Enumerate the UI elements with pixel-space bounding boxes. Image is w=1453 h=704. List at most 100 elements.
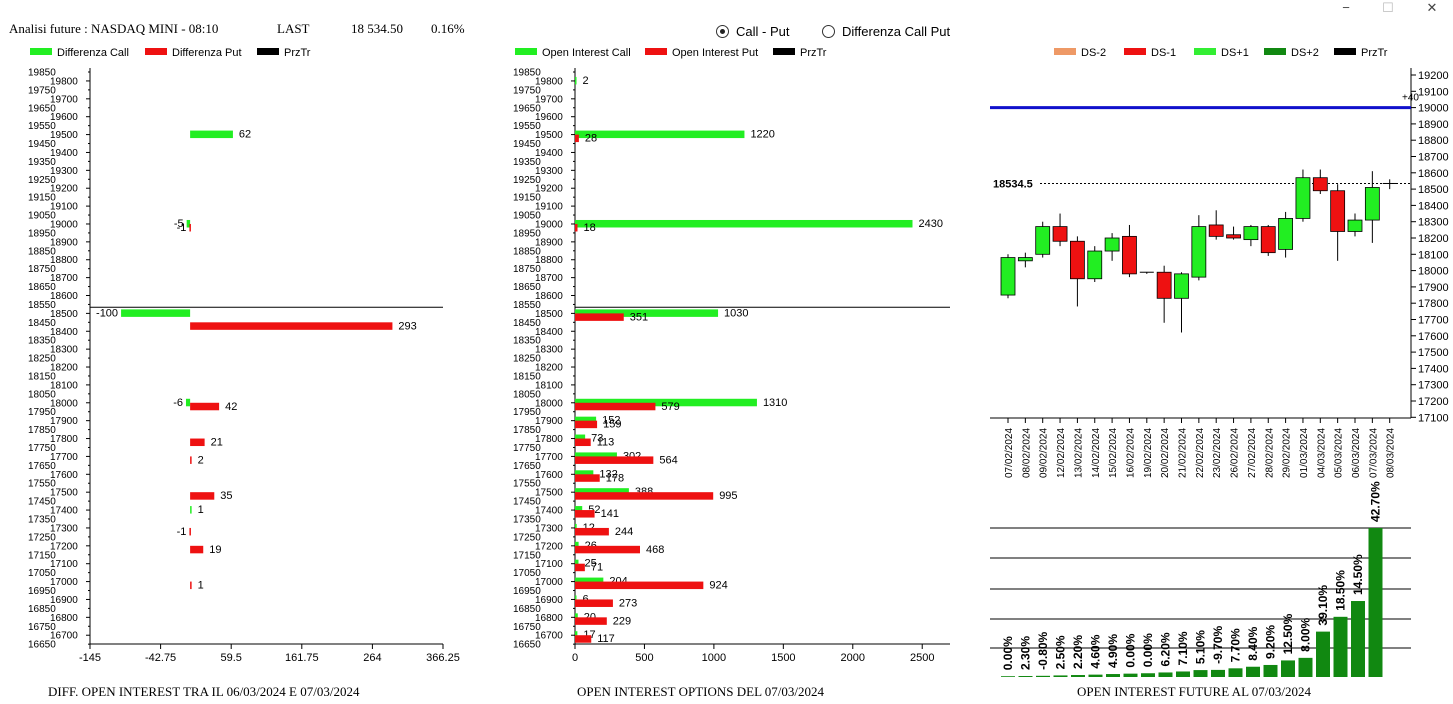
bar-label-call-19800: 2 xyxy=(583,75,589,87)
y-tick-label-diff: 17900 xyxy=(50,416,78,427)
level-label: +40 xyxy=(1402,93,1419,104)
bar-call-19800 xyxy=(575,76,577,85)
legend-swatch-prztr xyxy=(1334,48,1356,55)
future-bar-label-20: 14.50% xyxy=(1351,554,1365,595)
y-tick-label-oi: 17050 xyxy=(513,568,541,579)
candle-date-label-15: 28/02/2024 xyxy=(1264,428,1275,478)
y-tick-label-diff: 16650 xyxy=(28,640,56,651)
candle-body-19 xyxy=(1330,190,1346,232)
candle-body-10 xyxy=(1174,273,1189,299)
candle-y-tick-label: 17100 xyxy=(1418,412,1449,424)
y-tick-label-diff: 19250 xyxy=(28,175,56,186)
y-tick-label-oi: 16950 xyxy=(513,586,541,597)
legend-swatch-prztr xyxy=(773,48,795,55)
y-tick-label-diff: 18250 xyxy=(28,354,56,365)
candle-body-13 xyxy=(1226,234,1241,239)
y-tick-label-diff: 17550 xyxy=(28,479,56,490)
bar-label-put-17600: 178 xyxy=(606,472,624,484)
y-tick-label-oi: 18350 xyxy=(513,336,541,347)
legend-swatch-ds-1 xyxy=(1124,48,1146,55)
bar-label-put-17900: 159 xyxy=(603,419,621,431)
y-tick-label-diff: 19400 xyxy=(50,148,78,159)
candle-date-label-20: 06/03/2024 xyxy=(1351,428,1362,478)
future-bar-label-3: 2.50% xyxy=(1054,635,1068,669)
y-tick-label-oi: 17500 xyxy=(535,488,563,499)
bar-label-put-17800: 113 xyxy=(597,437,615,449)
y-tick-label-oi: 19300 xyxy=(535,166,563,177)
candle-body-21 xyxy=(1364,187,1380,221)
bar-label-put-17200: 19 xyxy=(209,544,221,556)
page-title: Analisi future : NASDAQ MINI - 08:10 xyxy=(9,21,219,36)
legend-label-prztr: PrzTr xyxy=(800,47,827,59)
bar-put-17500 xyxy=(190,492,215,500)
legend-label-open-interest-call: Open Interest Call xyxy=(542,47,631,59)
future-bar-label-12: -9.70% xyxy=(1211,626,1225,664)
bar-call-17800 xyxy=(575,434,586,443)
y-tick-label-oi: 18950 xyxy=(513,228,541,239)
candle-y-tick-label: 17600 xyxy=(1418,331,1449,343)
candle-date-label-21: 07/03/2024 xyxy=(1368,428,1379,478)
y-tick-label-diff: 18500 xyxy=(50,309,78,320)
radio-call-put[interactable]: Call - Put xyxy=(716,24,789,39)
candle-y-tick-label: 18000 xyxy=(1418,266,1449,278)
bar-put-18000 xyxy=(190,402,220,411)
bar-call-17600 xyxy=(575,470,594,478)
bar-put-17100 xyxy=(575,563,585,572)
bar-put-17300 xyxy=(575,527,609,536)
bar-label-call-17400: 1 xyxy=(198,504,204,516)
future-bar-label-10: 7.10% xyxy=(1176,631,1190,665)
y-tick-label-diff: 18950 xyxy=(28,228,56,239)
future-bar-19 xyxy=(1333,616,1348,677)
future-bar-4 xyxy=(1071,675,1085,677)
y-tick-label-diff: 17850 xyxy=(28,425,56,436)
bar-put-17900 xyxy=(575,420,598,429)
future-bar-label-0: 0.00% xyxy=(1001,636,1015,670)
bar-label-put-17700: 2 xyxy=(198,454,204,466)
radio-differenza-label: Differenza Call Put xyxy=(842,24,951,39)
candle-date-label-3: 12/02/2024 xyxy=(1056,428,1067,478)
bar-label-put-16700: 117 xyxy=(597,633,615,645)
y-tick-label-oi: 19350 xyxy=(513,157,541,168)
bar-call-18500 xyxy=(121,309,191,317)
bar-label-put-18000: 579 xyxy=(661,401,679,413)
y-tick-label-oi: 18750 xyxy=(513,264,541,275)
future-bar-label-15: 9.20% xyxy=(1264,625,1278,659)
x-tick-label-oi: 0 xyxy=(572,652,578,664)
maximize-button[interactable]: ☐ xyxy=(1382,0,1394,15)
y-tick-label-diff: 17300 xyxy=(50,523,78,534)
future-bar-6 xyxy=(1106,674,1120,677)
radio-unselected-icon xyxy=(822,25,835,38)
candle-y-tick-label: 17700 xyxy=(1418,315,1449,327)
close-button[interactable]: ✕ xyxy=(1426,0,1438,15)
bar-put-17300 xyxy=(189,527,191,536)
y-tick-label-diff: 18050 xyxy=(28,389,56,400)
minimize-button[interactable]: − xyxy=(1342,0,1350,15)
change-percent: 0.16% xyxy=(431,21,465,36)
legend-label-prztr: PrzTr xyxy=(284,47,311,59)
y-tick-label-diff: 17800 xyxy=(50,434,78,445)
legend-label-differenza-call: Differenza Call xyxy=(57,47,129,59)
legend-swatch-ds-2 xyxy=(1054,48,1076,55)
candle-date-label-19: 05/03/2024 xyxy=(1334,428,1345,478)
candle-body-15 xyxy=(1260,226,1276,254)
y-tick-label-diff: 18100 xyxy=(50,380,78,391)
radio-differenza[interactable]: Differenza Call Put xyxy=(822,24,950,39)
candle-date-label-6: 15/02/2024 xyxy=(1108,428,1119,478)
y-tick-label-diff: 16800 xyxy=(50,613,78,624)
legend-swatch-differenza-call xyxy=(30,48,52,55)
y-tick-label-oi: 17800 xyxy=(535,434,563,445)
bar-label-put-16800: 229 xyxy=(613,615,631,627)
future-bar-label-8: 0.00% xyxy=(1141,633,1155,667)
bar-label-put-18000: 42 xyxy=(225,401,237,413)
bar-label-put-17400: 141 xyxy=(601,508,619,520)
bar-label-put-18500: 351 xyxy=(630,311,648,323)
candle-y-tick-label: 18700 xyxy=(1418,152,1449,164)
y-tick-label-diff: 17400 xyxy=(50,506,78,517)
candle-date-label-9: 20/02/2024 xyxy=(1160,428,1171,478)
y-tick-label-oi: 18250 xyxy=(513,354,541,365)
y-tick-label-oi: 18600 xyxy=(535,291,563,302)
bar-call-17200 xyxy=(575,541,579,550)
y-tick-label-oi: 18800 xyxy=(535,255,563,266)
y-tick-label-diff: 19500 xyxy=(50,130,78,141)
bar-label-put-19500: 28 xyxy=(585,133,597,145)
